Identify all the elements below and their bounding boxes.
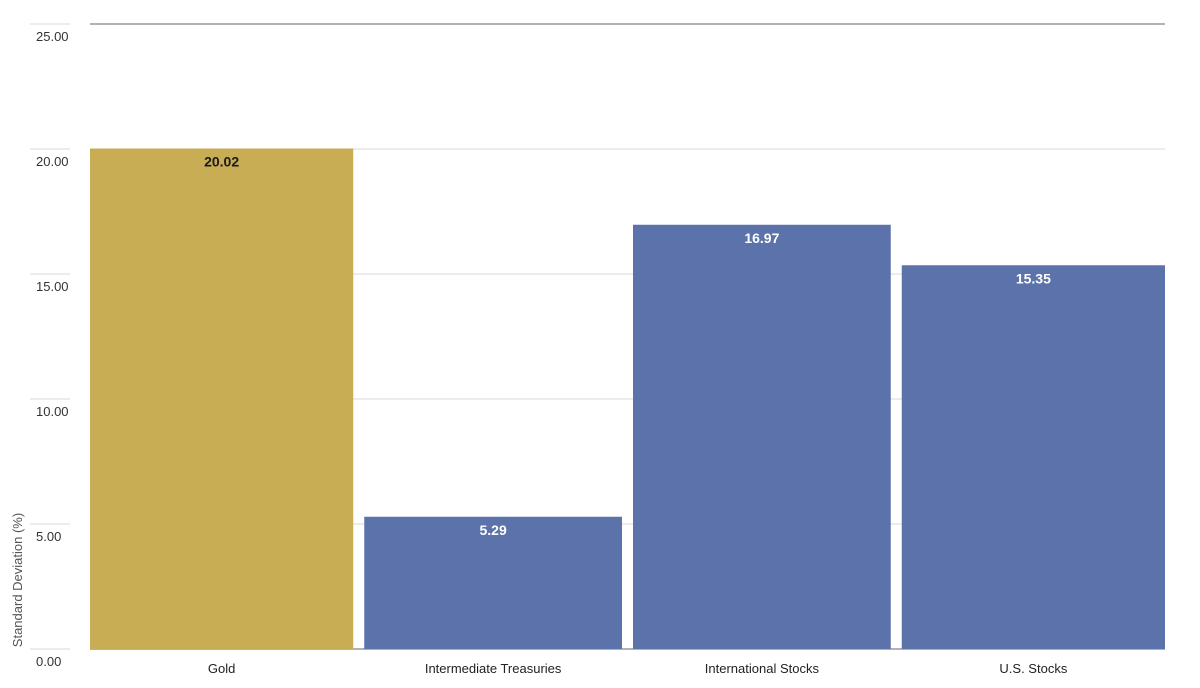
x-axis-ticks: Gold Intermediate Treasuries International… xyxy=(208,661,1068,676)
x-tick-label: Intermediate Treasuries xyxy=(425,661,562,676)
x-tick-label: International Stocks xyxy=(705,661,820,676)
x-tick-label: U.S. Stocks xyxy=(999,661,1067,676)
bar-international-stocks xyxy=(633,224,891,649)
y-tick-label: 0.00 xyxy=(36,654,61,669)
y-tick-label: 20.00 xyxy=(36,154,69,169)
y-tick-label: 10.00 xyxy=(36,404,69,419)
data-label: 16.97 xyxy=(744,230,779,246)
x-tick-label: Gold xyxy=(208,661,235,676)
y-tick-label: 5.00 xyxy=(36,529,61,544)
data-label: 15.35 xyxy=(1016,270,1051,286)
y-tick-label: 25.00 xyxy=(36,29,69,44)
y-axis-title: Standard Deviation (%) xyxy=(10,513,25,647)
data-label: 20.02 xyxy=(204,154,239,170)
bar-intermediate-treasuries xyxy=(364,516,622,649)
bars xyxy=(90,148,1165,649)
bar-gold xyxy=(90,148,354,649)
y-tick-label: 15.00 xyxy=(36,279,69,294)
data-labels: 20.02 5.29 16.97 15.35 xyxy=(204,154,1051,538)
bar-u-s-stocks xyxy=(901,265,1165,649)
data-label: 5.29 xyxy=(480,522,507,538)
y-axis-ticks: 0.00 5.00 10.00 15.00 20.00 25.00 xyxy=(30,23,70,669)
